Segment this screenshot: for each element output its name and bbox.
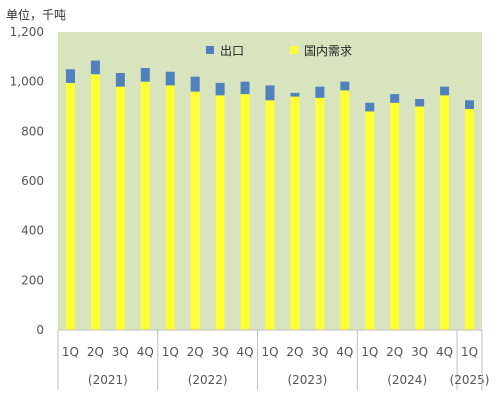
x-tick-label: 2Q [87,345,104,359]
y-tick-label: 1,200 [10,25,44,39]
x-tick-label: 1Q [361,345,378,359]
bar-export [415,99,425,107]
bar-domestic [415,106,425,330]
bar-domestic [340,90,350,330]
y-tick-label: 400 [21,224,44,238]
x-axis: 1Q 2Q 3Q 4Q 1Q 2Q 3Q 4Q 1Q 2Q 3Q 4Q 1Q 2Q 3Q 4Q 1Q (2021)… [57,329,490,390]
bar-export [265,85,275,101]
bar-export [390,94,400,103]
x-tick-label: 1Q [162,345,179,359]
bar-domestic [465,108,475,330]
bar-export [315,86,325,98]
x-tick-label: 2Q [286,345,303,359]
x-tick-label: 1Q [62,345,79,359]
x-tick-label: 3Q [212,345,229,359]
y-tick-label: 1,000 [10,75,44,89]
bar-domestic [165,85,175,331]
bar-domestic [215,95,225,330]
bar-export [115,72,125,87]
x-group-label: (2022) [188,373,228,387]
x-tick-label: 3Q [311,345,328,359]
bar-domestic [240,94,250,330]
bar-export [290,92,300,97]
bar-domestic [90,74,100,330]
bar-domestic [290,96,300,330]
x-group-label: (2021) [88,373,128,387]
bar-export [190,76,200,92]
y-tick-label: 200 [21,273,44,287]
x-tick-label: 2Q [187,345,204,359]
x-tick-label: 4Q [237,345,254,359]
legend-swatch [206,46,214,54]
bar-export [440,86,450,96]
bar-export [365,102,375,112]
bar-domestic [65,82,75,331]
bar-domestic [390,102,400,331]
legend-label: 出口 [220,44,244,58]
x-tick-label: 4Q [436,345,453,359]
bar-export [465,100,475,109]
legend: 出口 国内需求 [206,44,352,58]
x-tick-label: 2Q [386,345,403,359]
y-tick-label: 0 [36,323,44,337]
y-tick-label: 800 [21,124,44,138]
x-tick-label: 4Q [137,345,154,359]
x-group-label: (2024) [387,373,427,387]
bar-domestic [315,97,325,330]
x-tick-label: 1Q [261,345,278,359]
bar-domestic [365,111,375,330]
bar-domestic [115,86,125,330]
x-tick-label: 1Q [461,345,478,359]
bar-domestic [440,95,450,330]
bar-export [140,68,150,82]
bar-export [165,71,175,86]
y-axis-ticks: 0 200 400 600 800 1,000 1,200 [10,25,44,337]
bar-export [240,81,250,95]
bar-export [90,60,100,75]
x-tick-label: 3Q [411,345,428,359]
x-group-label: (2025) [450,373,490,387]
bar-export [215,82,225,96]
bar-domestic [265,100,275,331]
legend-label: 国内需求 [304,44,352,58]
unit-label: 单位，千吨 [6,8,67,22]
y-tick-label: 600 [21,174,44,188]
bar-export [340,81,350,91]
bar-export [65,69,75,83]
x-tick-label: 3Q [112,345,129,359]
x-tick-label: 4Q [336,345,353,359]
bars [65,60,475,331]
legend-swatch [290,46,298,54]
bar-domestic [190,91,200,330]
bar-domestic [140,81,150,331]
x-group-label: (2023) [287,373,327,387]
